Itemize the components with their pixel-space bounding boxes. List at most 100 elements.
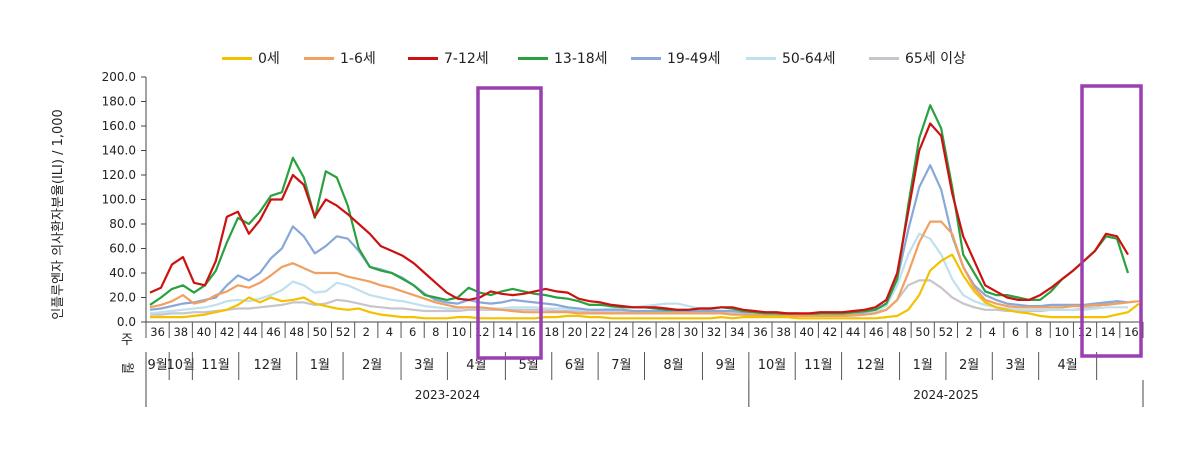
- legend-label: 65세 이상: [905, 51, 966, 67]
- legend-swatch: [631, 56, 661, 60]
- y-tick-label: 120.0: [102, 168, 136, 182]
- week-label: 14: [498, 325, 513, 339]
- month-label: 12월: [856, 358, 885, 373]
- week-label: 36: [753, 325, 768, 339]
- series-line: [150, 279, 1129, 317]
- week-label: 48: [892, 325, 907, 339]
- week-label: 46: [266, 325, 281, 339]
- week-label: 20: [568, 325, 583, 339]
- month-label: 7월: [611, 358, 631, 373]
- week-label: 30: [684, 325, 699, 339]
- week-label: 2: [363, 325, 370, 339]
- week-label: 32: [707, 325, 722, 339]
- month-label: 4월: [466, 358, 486, 373]
- week-label: 28: [660, 325, 675, 339]
- week-label: 38: [776, 325, 791, 339]
- legend-item: 7-12세: [408, 46, 489, 70]
- week-label: 48: [289, 325, 304, 339]
- legend-swatch: [408, 56, 438, 60]
- week-label: 50: [313, 325, 328, 339]
- legend-swatch: [746, 56, 776, 60]
- series-line: [149, 122, 1129, 315]
- month-label: 3월: [414, 358, 434, 373]
- month-label: 12월: [253, 358, 282, 373]
- highlight-box: [1080, 84, 1143, 358]
- week-label: 40: [799, 325, 814, 339]
- week-label: 26: [637, 325, 652, 339]
- week-label: 44: [846, 325, 861, 339]
- series-line: [149, 220, 1140, 317]
- week-label: 42: [220, 325, 235, 339]
- week-label: 6: [409, 325, 416, 339]
- legend-item: 13-18세: [518, 46, 608, 70]
- month-label: 10월: [758, 358, 787, 373]
- week-label: 8: [432, 325, 439, 339]
- legend-label: 1-6세: [340, 51, 376, 67]
- y-tick-label: 100.0: [102, 193, 136, 207]
- week-label: 4: [989, 325, 996, 339]
- week-label: 50: [915, 325, 930, 339]
- legend-label: 7-12세: [444, 51, 489, 67]
- season-label: 2024-2025: [913, 388, 978, 402]
- legend-item: 1-6세: [304, 46, 376, 70]
- month-label: 6월: [565, 358, 585, 373]
- y-tick-label: 140.0: [102, 144, 136, 158]
- y-axis-label: 인플루엔자 의사환자분율(ILI) / 1,000: [51, 109, 66, 320]
- month-label: 3월: [1005, 358, 1025, 373]
- y-tick-label: 60.0: [109, 242, 136, 256]
- month-label: 11월: [201, 358, 230, 373]
- week-row-label: 주: [121, 333, 133, 348]
- series-line: [150, 253, 1140, 320]
- y-tick-label: 40.0: [109, 266, 136, 280]
- month-label: 11월: [804, 358, 833, 373]
- legend-item: 19-49세: [631, 46, 721, 70]
- legend-item: 50-64세: [746, 46, 836, 70]
- week-label: 4: [386, 325, 393, 339]
- legend-item: 65세 이상: [869, 46, 966, 70]
- highlight-box: [476, 86, 543, 360]
- month-label: 4월: [1058, 358, 1078, 373]
- legend-swatch: [518, 56, 548, 60]
- y-tick-label: 160.0: [102, 119, 136, 133]
- legend-label: 13-18세: [554, 51, 608, 67]
- week-label: 14: [1101, 325, 1116, 339]
- month-row-label: 월: [119, 362, 134, 374]
- legend-item: 0세: [222, 46, 280, 70]
- week-label: 34: [730, 325, 745, 339]
- month-label: 2월: [362, 358, 382, 373]
- month-label: 10월: [167, 358, 196, 373]
- legend-label: 0세: [258, 51, 280, 67]
- y-tick-label: 80.0: [109, 217, 136, 231]
- week-label: 52: [939, 325, 954, 339]
- week-label: 16: [521, 325, 536, 339]
- week-label: 40: [197, 325, 212, 339]
- week-label: 10: [452, 325, 467, 339]
- week-label: 12: [1078, 325, 1093, 339]
- legend-swatch: [869, 56, 899, 60]
- week-label: 46: [869, 325, 884, 339]
- week-label: 6: [1012, 325, 1019, 339]
- y-tick-label: 200.0: [102, 70, 136, 84]
- week-label: 52: [336, 325, 351, 339]
- legend-label: 50-64세: [782, 51, 836, 67]
- week-label: 22: [591, 325, 606, 339]
- month-label: 1월: [310, 358, 330, 373]
- legend-swatch: [222, 56, 252, 60]
- week-label: 38: [173, 325, 188, 339]
- month-label: 5월: [518, 358, 538, 373]
- y-tick-label: 20.0: [109, 291, 136, 305]
- y-tick-label: 180.0: [102, 95, 136, 109]
- week-label: 24: [614, 325, 629, 339]
- week-label: 42: [823, 325, 838, 339]
- legend-swatch: [304, 56, 334, 60]
- month-label: 9월: [147, 358, 167, 373]
- month-label: 1월: [913, 358, 933, 373]
- week-label: 16: [1124, 325, 1139, 339]
- series-line: [149, 164, 1129, 316]
- week-label: 8: [1035, 325, 1042, 339]
- week-label: 44: [243, 325, 258, 339]
- season-label: 2023-2024: [415, 388, 480, 402]
- week-label: 18: [544, 325, 559, 339]
